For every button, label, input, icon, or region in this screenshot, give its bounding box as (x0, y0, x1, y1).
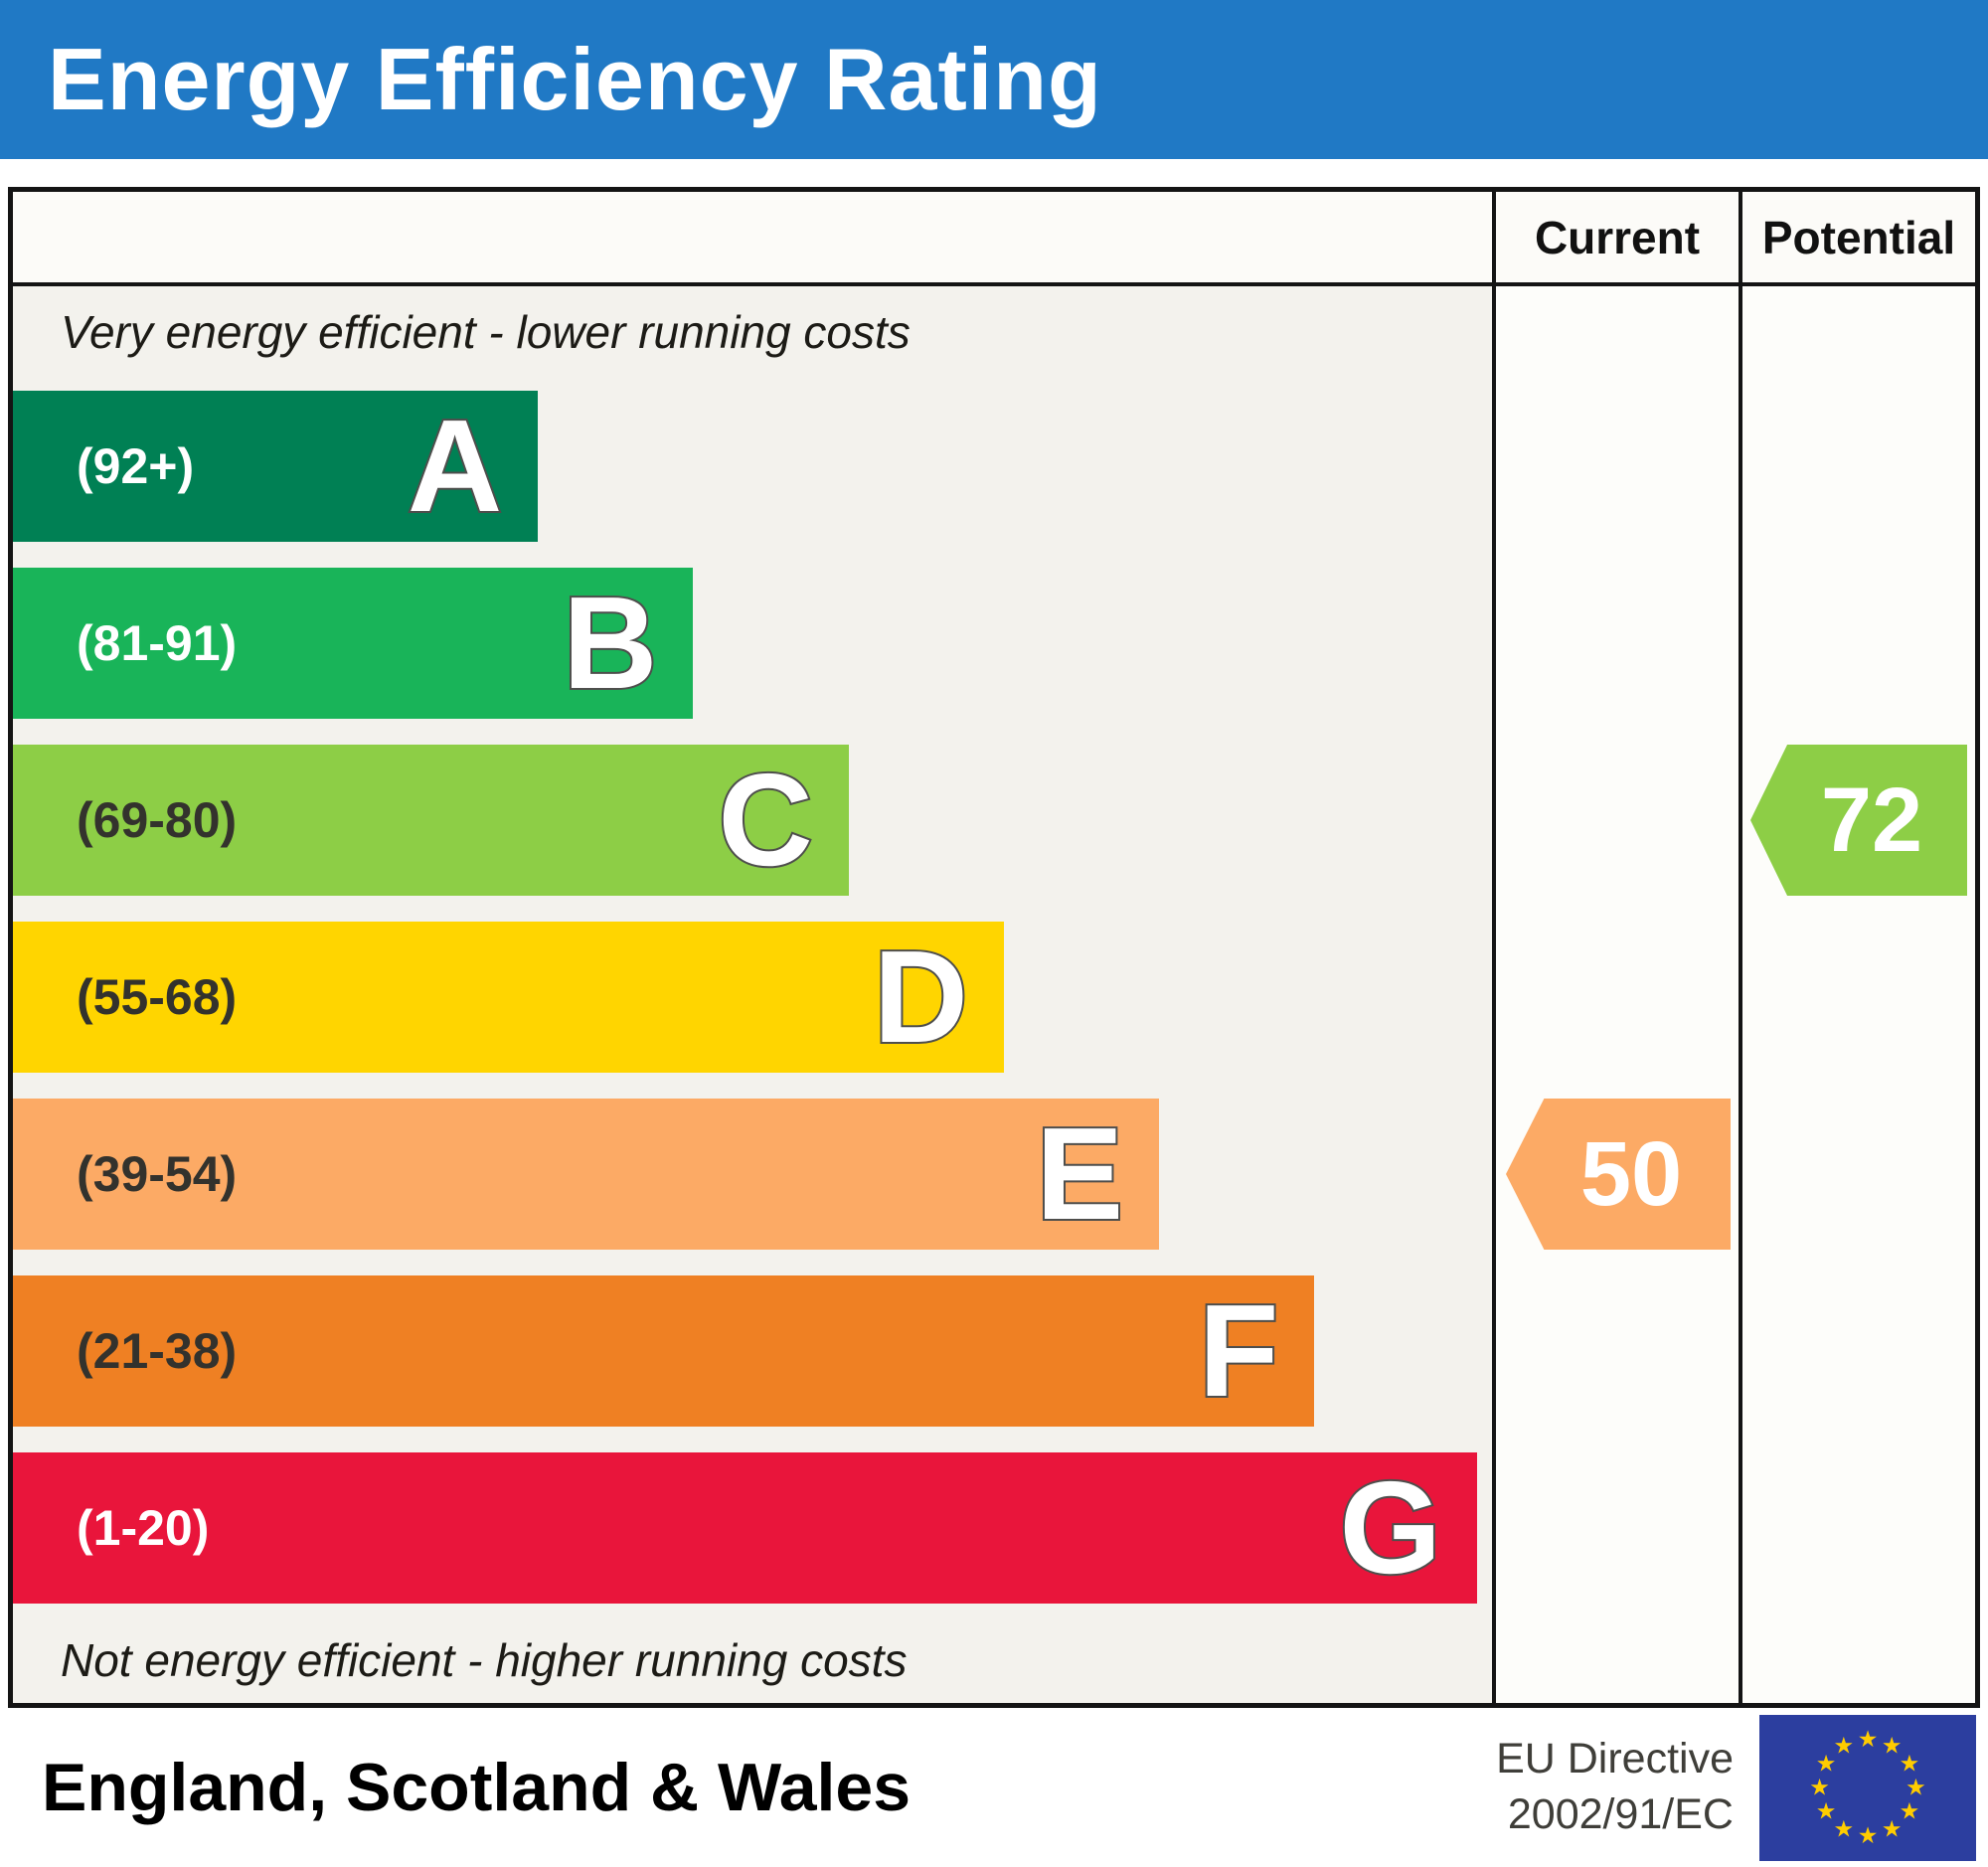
band-letter: B (561, 570, 659, 716)
potential-rating-value: 72 (1820, 768, 1923, 871)
svg-text:★: ★ (1900, 1751, 1920, 1777)
band-bar-f: (21-38) F (13, 1275, 1315, 1427)
svg-text:★: ★ (1816, 1751, 1837, 1777)
energy-rating-table: Very energy efficient - lower running co… (8, 187, 1980, 1708)
band-bar-b: (81-91) B (13, 568, 694, 719)
band-row-e: (39-54) E (13, 1086, 1492, 1263)
potential-column: Potential 72 (1739, 192, 1975, 1703)
footer: England, Scotland & Wales EU Directive 2… (0, 1708, 1988, 1867)
band-bar-e: (39-54) E (13, 1099, 1160, 1250)
svg-text:★: ★ (1809, 1775, 1830, 1800)
svg-text:★: ★ (1816, 1798, 1837, 1824)
band-letter: C (716, 747, 814, 893)
band-letter: D (872, 924, 970, 1070)
svg-text:★: ★ (1905, 1775, 1926, 1800)
band-letter: A (406, 393, 504, 539)
current-column-header: Current (1496, 192, 1739, 286)
svg-text:★: ★ (1858, 1727, 1879, 1753)
band-letter: E (1034, 1101, 1125, 1247)
eu-directive-label: EU Directive 2002/91/EC (1496, 1732, 1734, 1843)
current-rating-value: 50 (1579, 1122, 1683, 1225)
potential-column-header: Potential (1742, 192, 1975, 286)
title-bar: Energy Efficiency Rating (0, 0, 1988, 159)
svg-text:★: ★ (1882, 1816, 1903, 1842)
eu-flag-icon: ★ ★ ★ ★ ★ ★ ★ ★ ★ ★ ★ ★ (1759, 1714, 1976, 1861)
table-header-spacer (13, 192, 1492, 286)
band-bar-c: (69-80) C (13, 745, 849, 896)
top-note: Very energy efficient - lower running co… (61, 306, 911, 358)
eu-directive-line2: 2002/91/EC (1507, 1790, 1734, 1838)
region-label: England, Scotland & Wales (42, 1750, 911, 1825)
band-range-label: (92+) (77, 438, 195, 494)
eu-directive-line1: EU Directive (1496, 1735, 1734, 1783)
bottom-note: Not energy efficient - higher running co… (61, 1633, 908, 1686)
band-letter: G (1337, 1454, 1443, 1601)
potential-rating-marker: 72 (1750, 745, 1967, 896)
band-range-label: (1-20) (77, 1500, 210, 1556)
svg-text:★: ★ (1882, 1733, 1903, 1759)
band-row-c: (69-80) C (13, 732, 1492, 909)
svg-text:★: ★ (1858, 1822, 1879, 1848)
band-range-label: (21-38) (77, 1323, 238, 1379)
band-bar-d: (55-68) D (13, 922, 1004, 1073)
band-bar-a: (92+) A (13, 391, 539, 542)
band-range-label: (81-91) (77, 615, 238, 671)
current-rating-marker: 50 (1506, 1099, 1731, 1250)
band-bar-g: (1-20) G (13, 1452, 1478, 1604)
page-title: Energy Efficiency Rating (48, 30, 1102, 128)
band-range-label: (55-68) (77, 969, 238, 1025)
band-row-g: (1-20) G (13, 1440, 1492, 1616)
band-row-f: (21-38) F (13, 1263, 1492, 1440)
band-range-label: (69-80) (77, 792, 238, 848)
band-row-a: (92+) A (13, 378, 1492, 555)
svg-text:★: ★ (1900, 1798, 1920, 1824)
svg-text:★: ★ (1833, 1816, 1854, 1842)
band-row-d: (55-68) D (13, 909, 1492, 1086)
band-letter: F (1197, 1277, 1281, 1424)
band-range-label: (39-54) (77, 1146, 238, 1202)
band-row-b: (81-91) B (13, 555, 1492, 732)
footer-right-group: EU Directive 2002/91/EC ★ ★ ★ ★ ★ ★ ★ ★ … (1496, 1714, 1976, 1861)
rating-bands-column: Very energy efficient - lower running co… (13, 192, 1492, 1703)
svg-text:★: ★ (1833, 1733, 1854, 1759)
current-column: Current 50 (1492, 192, 1739, 1703)
